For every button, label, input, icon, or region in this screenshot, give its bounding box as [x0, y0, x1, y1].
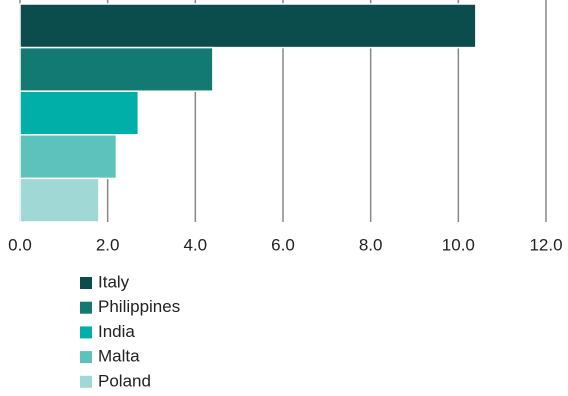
- x-tick-label: 2.0: [96, 235, 120, 254]
- x-tick-label: 12.0: [529, 235, 562, 254]
- bar: [19, 46, 214, 92]
- x-tick-label: 0.0: [8, 235, 32, 254]
- legend-label: Italy: [98, 272, 130, 291]
- bar: [19, 134, 118, 180]
- legend-swatch: [80, 326, 92, 339]
- x-tick-label: 6.0: [271, 235, 295, 254]
- legend-label: Malta: [98, 347, 140, 366]
- legend-swatch: [80, 351, 92, 364]
- bar: [19, 90, 140, 136]
- legend-label: India: [98, 322, 135, 341]
- legend-swatch: [80, 375, 92, 388]
- bar: [19, 3, 477, 49]
- x-tick-label: 8.0: [359, 235, 383, 254]
- bar: [19, 177, 100, 223]
- x-tick-label: 10.0: [442, 235, 475, 254]
- legend-swatch: [80, 277, 92, 289]
- legend-label: Philippines: [98, 297, 180, 316]
- x-tick-label: 4.0: [184, 235, 208, 254]
- legend-swatch: [80, 301, 92, 314]
- legend-label: Poland: [98, 371, 151, 390]
